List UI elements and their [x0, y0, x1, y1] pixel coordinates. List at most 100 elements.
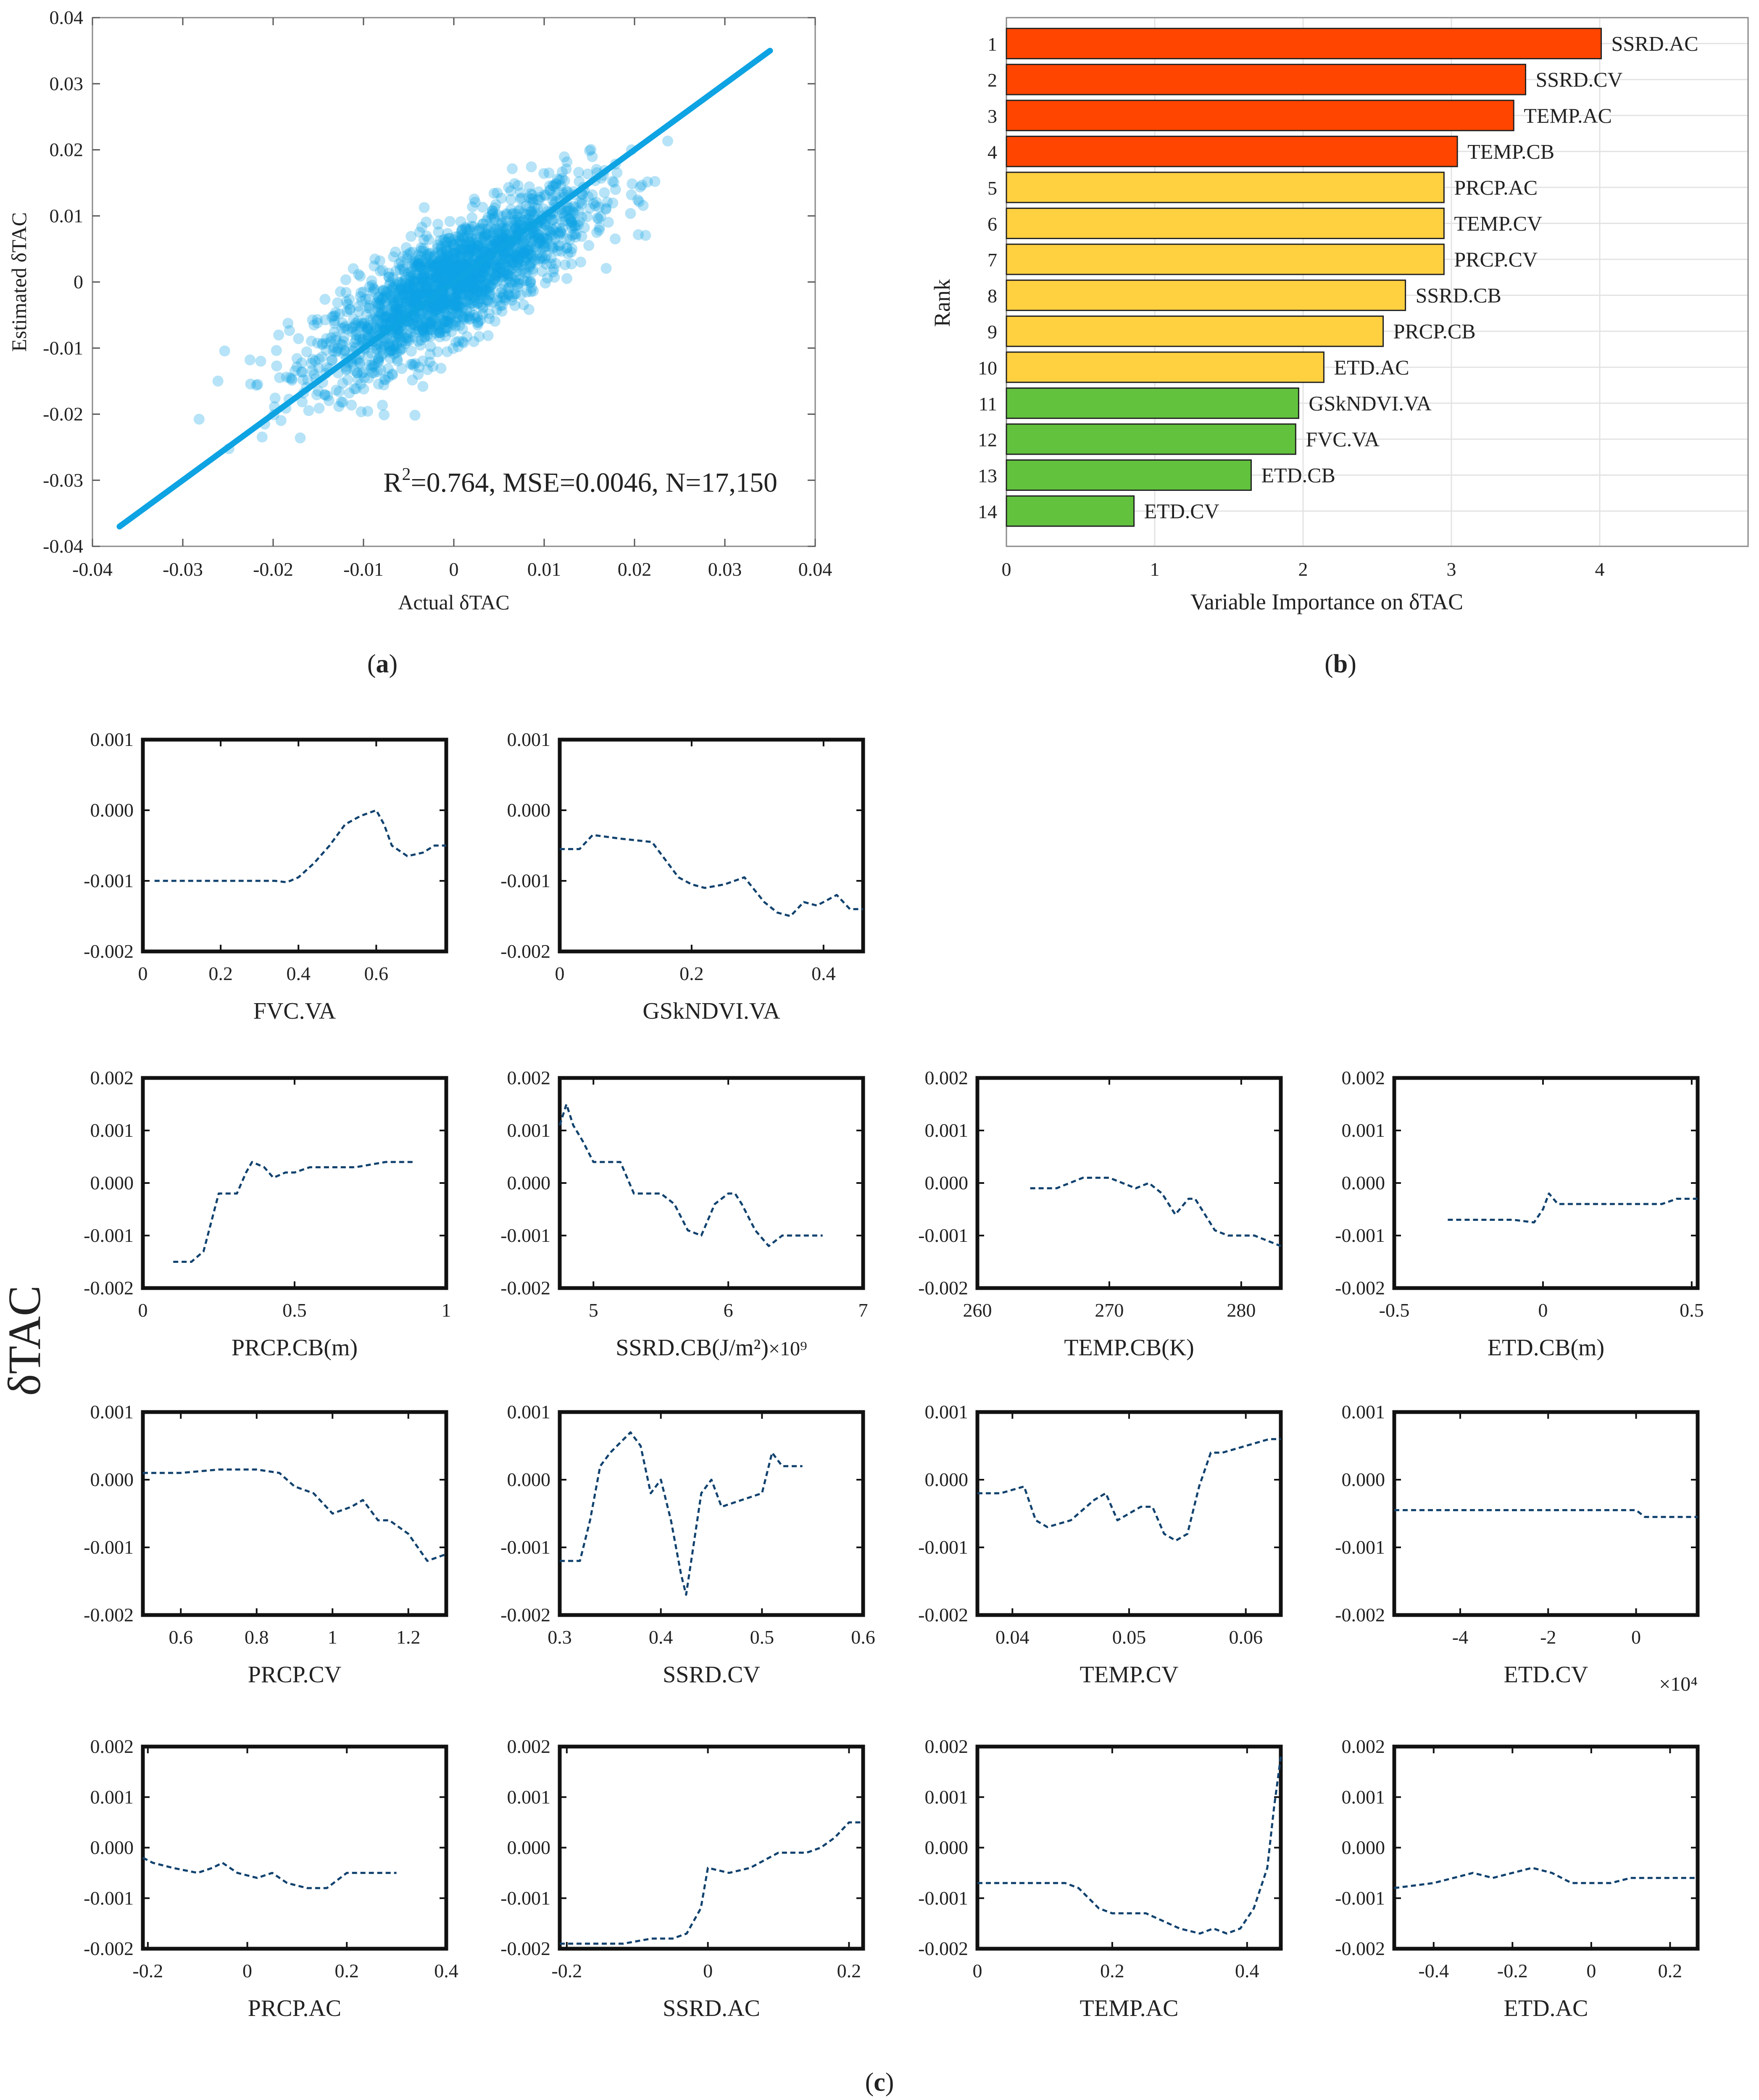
importance-bar	[1006, 387, 1299, 419]
scatter-point	[324, 395, 335, 406]
scatter-point	[559, 259, 571, 270]
scatter-point	[295, 432, 306, 444]
scatter-point	[388, 251, 399, 263]
scatter-point	[450, 248, 461, 259]
scatter-point	[566, 216, 577, 227]
scatter-point	[396, 284, 407, 295]
scatter-point	[497, 300, 508, 311]
scatter-point	[452, 261, 463, 272]
x-tick-label: 0.3	[548, 1626, 572, 1648]
scatter-point	[467, 274, 479, 286]
pd-subplot: -0.2 0 0.2 -0.002 -0.001 0.000 0.001 0.002 SSRD.…	[500, 1736, 865, 2021]
scatter-point	[476, 279, 487, 291]
scatter-point	[477, 202, 488, 213]
x-tick-label: 1	[442, 1299, 451, 1321]
scatter-point	[212, 375, 224, 387]
x-tick-label: 4	[1595, 559, 1605, 580]
scatter-point	[403, 290, 414, 301]
x-tick-label: 0.01	[527, 559, 561, 580]
scatter-point	[271, 360, 282, 372]
y-tick-label: 0.001	[1342, 1786, 1385, 1808]
scatter-point	[458, 311, 470, 323]
scatter-point	[431, 271, 442, 282]
pd-subplot-frame	[975, 1744, 1283, 1951]
bar-category-label: SSRD.CB	[1416, 284, 1501, 307]
scatter-point	[416, 281, 427, 292]
pd-subplot-frame	[558, 1076, 865, 1290]
scatter-point	[421, 282, 433, 293]
scatter-point	[436, 294, 448, 305]
scatter-point	[406, 258, 418, 269]
scatter-point	[456, 226, 467, 237]
scatter-point	[482, 295, 493, 306]
scatter-point	[527, 197, 539, 208]
scatter-point	[366, 367, 378, 379]
scatter-point	[342, 299, 353, 310]
scatter-point	[418, 280, 429, 292]
scatter-point	[429, 321, 441, 332]
scatter-point	[406, 231, 417, 242]
pd-subplot: 0.6 0.8 1 1.2 -0.002 -0.001 0.000 0.001 PRCP.CV	[84, 1401, 448, 1688]
scatter-point	[451, 297, 463, 308]
scatter-point	[472, 279, 483, 291]
scatter-point	[533, 237, 544, 248]
y-tick-label: -0.001	[1335, 1225, 1385, 1246]
x-tick-label: 0	[1631, 1626, 1641, 1648]
scatter-point	[409, 292, 420, 303]
scatter-point	[449, 292, 460, 303]
panel-label-letter: a	[376, 650, 389, 678]
scatter-point	[436, 297, 448, 308]
scatter-point	[510, 242, 521, 253]
scatter-point	[371, 314, 383, 325]
scatter-point	[574, 216, 585, 227]
scatter-point	[329, 318, 340, 329]
y-tick-label: 0.002	[1342, 1736, 1385, 1757]
scatter-point	[391, 291, 402, 303]
scatter-point	[437, 270, 448, 281]
scatter-point	[561, 205, 572, 216]
scatter-point	[458, 239, 470, 250]
scatter-point	[404, 285, 415, 296]
scatter-point	[326, 355, 337, 366]
scatter-point	[430, 327, 442, 339]
scatter-point	[340, 274, 351, 285]
scatter-point	[256, 431, 268, 443]
scatter-point	[442, 258, 453, 269]
scatter-point	[458, 242, 469, 253]
rank-tick-label: 12	[978, 429, 997, 451]
scatter-point	[459, 232, 471, 243]
pd-x-axis-label-text: PRCP.AC	[248, 1995, 342, 2021]
scatter-point	[513, 205, 524, 216]
scatter-point	[528, 228, 539, 239]
scatter-point	[419, 267, 430, 279]
scatter-point	[547, 180, 558, 191]
scatter-point	[465, 233, 477, 244]
scatter-point	[432, 271, 443, 283]
scatter-point	[466, 212, 478, 224]
rank-tick-label: 5	[987, 177, 997, 199]
scatter-point	[450, 302, 461, 314]
scatter-point	[491, 304, 503, 316]
scatter-point	[408, 285, 419, 296]
scatter-point	[437, 275, 448, 287]
scatter-point	[417, 277, 429, 288]
scatter-point	[252, 379, 263, 390]
scatter-point	[341, 363, 353, 374]
scatter-point	[455, 261, 466, 272]
x-tick-label: 0.2	[335, 1960, 359, 1981]
scatter-point	[355, 287, 367, 298]
scatter-point	[521, 252, 532, 263]
scatter-point	[477, 308, 488, 320]
scatter-point	[374, 294, 385, 306]
scatter-point	[421, 330, 433, 342]
scatter-point	[466, 279, 477, 291]
importance-bar	[1006, 100, 1514, 132]
scatter-point	[405, 247, 416, 258]
scatter-point	[535, 234, 547, 245]
x-tick-label: 7	[858, 1299, 868, 1321]
scatter-point	[407, 374, 418, 386]
scatter-point	[534, 237, 545, 248]
scatter-point	[451, 287, 463, 299]
scatter-point	[509, 300, 521, 311]
scatter-point	[511, 271, 522, 283]
